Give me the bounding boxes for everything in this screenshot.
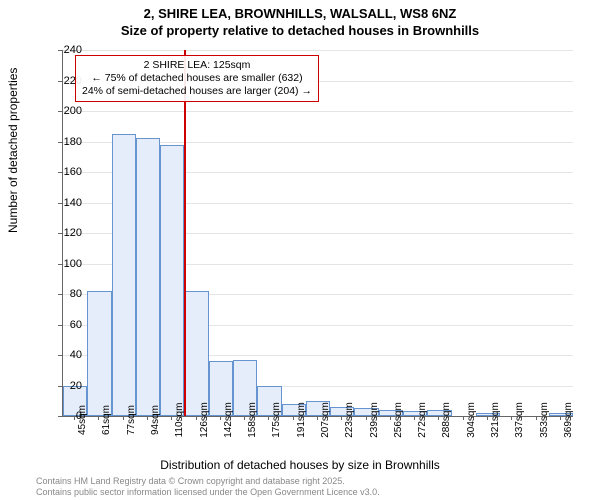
y-axis-label: Number of detached properties — [6, 68, 20, 233]
x-tick-mark — [220, 416, 221, 420]
x-tick-label: 94sqm — [150, 405, 161, 435]
y-tick-label: 200 — [52, 105, 82, 117]
x-tick-label: 158sqm — [247, 402, 258, 438]
x-tick-mark — [487, 416, 488, 420]
y-tick-mark — [58, 294, 62, 295]
x-tick-mark — [390, 416, 391, 420]
y-tick-mark — [58, 325, 62, 326]
y-tick-label: 180 — [52, 136, 82, 148]
x-tick-label: 369sqm — [563, 402, 574, 438]
x-tick-mark — [147, 416, 148, 420]
x-tick-mark — [74, 416, 75, 420]
x-tick-mark — [98, 416, 99, 420]
x-tick-label: 223sqm — [344, 402, 355, 438]
x-tick-label: 61sqm — [101, 405, 112, 435]
y-tick-label: 40 — [52, 349, 82, 361]
histogram-bar — [112, 134, 136, 416]
x-tick-mark — [317, 416, 318, 420]
y-tick-label: 80 — [52, 288, 82, 300]
x-tick-label: 110sqm — [174, 403, 185, 438]
x-tick-label: 142sqm — [223, 402, 234, 438]
property-size-histogram: 2, SHIRE LEA, BROWNHILLS, WALSALL, WS8 6… — [0, 0, 600, 500]
footer-line-1: Contains HM Land Registry data © Crown c… — [36, 476, 380, 487]
x-tick-label: 256sqm — [393, 402, 404, 438]
marker-line — [184, 50, 186, 416]
x-tick-mark — [560, 416, 561, 420]
histogram-bar — [136, 138, 160, 416]
histogram-bar — [184, 291, 208, 416]
x-tick-mark — [268, 416, 269, 420]
x-tick-mark — [293, 416, 294, 420]
y-tick-mark — [58, 355, 62, 356]
y-tick-mark — [58, 386, 62, 387]
y-tick-label: 160 — [52, 166, 82, 178]
x-tick-mark — [536, 416, 537, 420]
x-tick-label: 321sqm — [490, 402, 501, 438]
x-tick-label: 207sqm — [320, 402, 331, 438]
y-tick-mark — [58, 233, 62, 234]
x-tick-mark — [414, 416, 415, 420]
x-tick-label: 175sqm — [271, 402, 282, 438]
x-tick-mark — [438, 416, 439, 420]
annotation-line-3: 24% of semi-detached houses are larger (… — [82, 85, 312, 98]
y-tick-mark — [58, 142, 62, 143]
y-tick-mark — [58, 172, 62, 173]
x-tick-label: 239sqm — [369, 402, 380, 438]
y-tick-label: 100 — [52, 258, 82, 270]
x-tick-label: 353sqm — [539, 402, 550, 438]
x-tick-mark — [244, 416, 245, 420]
chart-title-line2: Size of property relative to detached ho… — [0, 23, 600, 40]
y-tick-mark — [58, 203, 62, 204]
x-tick-mark — [196, 416, 197, 420]
x-tick-label: 272sqm — [417, 402, 428, 438]
x-tick-mark — [463, 416, 464, 420]
y-tick-label: 140 — [52, 197, 82, 209]
y-tick-mark — [58, 81, 62, 82]
chart-title-line1: 2, SHIRE LEA, BROWNHILLS, WALSALL, WS8 6… — [0, 6, 600, 23]
annotation-line-1: 2 SHIRE LEA: 125sqm — [82, 59, 312, 72]
x-axis-label: Distribution of detached houses by size … — [0, 458, 600, 472]
histogram-bar — [87, 291, 111, 416]
y-tick-mark — [58, 50, 62, 51]
x-tick-label: 337sqm — [514, 402, 525, 438]
x-tick-label: 288sqm — [441, 402, 452, 438]
x-tick-mark — [123, 416, 124, 420]
grid-line — [63, 50, 573, 51]
x-tick-label: 191sqm — [296, 402, 307, 438]
y-tick-mark — [58, 416, 62, 417]
x-tick-mark — [511, 416, 512, 420]
y-tick-label: 20 — [52, 380, 82, 392]
x-tick-label: 126sqm — [199, 402, 210, 438]
x-tick-mark — [171, 416, 172, 420]
x-tick-label: 77sqm — [126, 405, 137, 435]
plot-area — [62, 50, 573, 417]
footer-line-2: Contains public sector information licen… — [36, 487, 380, 498]
y-tick-mark — [58, 264, 62, 265]
footer-attribution: Contains HM Land Registry data © Crown c… — [36, 476, 380, 498]
annotation-box: 2 SHIRE LEA: 125sqm ← 75% of detached ho… — [75, 55, 319, 102]
histogram-bar — [160, 145, 184, 416]
grid-line — [63, 111, 573, 112]
y-tick-mark — [58, 111, 62, 112]
x-tick-label: 45sqm — [77, 405, 88, 435]
x-tick-mark — [341, 416, 342, 420]
x-tick-mark — [366, 416, 367, 420]
x-tick-label: 304sqm — [466, 402, 477, 438]
chart-title-block: 2, SHIRE LEA, BROWNHILLS, WALSALL, WS8 6… — [0, 0, 600, 40]
annotation-line-2: ← 75% of detached houses are smaller (63… — [82, 72, 312, 85]
y-tick-label: 120 — [52, 227, 82, 239]
y-tick-label: 60 — [52, 319, 82, 331]
